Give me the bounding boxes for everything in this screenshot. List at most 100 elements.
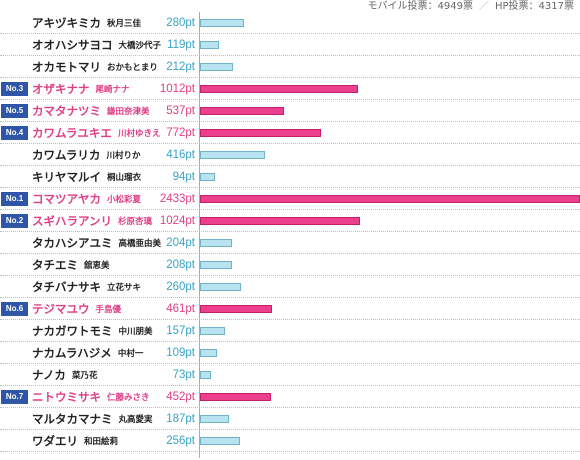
name-kanji: 立花サキ bbox=[107, 283, 142, 293]
ranking-row: No.2 スギハラアンリ 杉原杏璃 1024pt bbox=[0, 210, 580, 232]
name-kanji: 仁藤みさき bbox=[107, 393, 150, 403]
name-katakana: ナカムラハジメ 中村一 bbox=[32, 345, 143, 362]
name-kanji: 中村一 bbox=[117, 349, 144, 359]
points-bar bbox=[200, 85, 358, 93]
name-katakana: オオハシサヨコ 大橋沙代子 bbox=[32, 37, 161, 54]
points-value: 416pt bbox=[166, 149, 195, 161]
ranking-row: No.1 コマツアヤカ 小松彩夏 2433pt bbox=[0, 188, 580, 210]
name-katakana: アキヅキミカ 秋月三佳 bbox=[32, 15, 141, 32]
points-bar bbox=[200, 195, 580, 203]
points-value: 157pt bbox=[166, 325, 195, 337]
name-katakana: タチエミ 舘恵美 bbox=[32, 257, 110, 274]
points-value: 280pt bbox=[166, 17, 195, 29]
ranking-row: タカハシアユミ 高橋亜由美 204pt bbox=[0, 232, 580, 254]
rank-badge: No.2 bbox=[1, 214, 28, 228]
ranking-row: No.6 テジマユウ 手島優 461pt bbox=[0, 298, 580, 320]
points-value: 256pt bbox=[166, 435, 195, 447]
points-bar bbox=[200, 437, 240, 445]
name-katakana: ワダエリ 和田絵莉 bbox=[32, 433, 118, 450]
name-katakana-text: タチエミ bbox=[32, 258, 78, 272]
vote-summary: モバイル投票：4949票 ／ HP投票：4317票 bbox=[368, 0, 574, 14]
ranking-row: No.4 カワムラユキエ 川村ゆきえ 772pt bbox=[0, 122, 580, 144]
name-katakana-text: コマツアヤカ bbox=[32, 192, 101, 206]
rank-badge: No.5 bbox=[1, 104, 28, 118]
name-katakana-text: スギハラアンリ bbox=[32, 214, 113, 228]
rank-badge: No.7 bbox=[1, 390, 28, 404]
rank-badge: No.6 bbox=[1, 302, 28, 316]
separator: ／ bbox=[479, 1, 489, 12]
ranking-row: キリヤマルイ 桐山瑠衣 94pt bbox=[0, 166, 580, 188]
name-katakana: テジマユウ 手島優 bbox=[32, 301, 121, 318]
ranking-row: カワムラリカ 川村りか 416pt bbox=[0, 144, 580, 166]
name-kanji: 舘恵美 bbox=[84, 261, 110, 271]
points-bar bbox=[200, 283, 241, 291]
name-katakana-text: ナノカ bbox=[32, 368, 66, 382]
name-katakana-text: マルタカマナミ bbox=[32, 412, 113, 426]
name-katakana-text: アキヅキミカ bbox=[32, 16, 101, 30]
name-katakana-text: タカハシアユミ bbox=[32, 236, 113, 250]
points-value: 2433pt bbox=[159, 193, 195, 205]
name-katakana-text: ワダエリ bbox=[32, 434, 78, 448]
points-bar bbox=[200, 63, 233, 71]
points-value: 537pt bbox=[166, 105, 195, 117]
points-value: 119pt bbox=[167, 39, 195, 51]
points-bar bbox=[200, 151, 265, 159]
points-value: 461pt bbox=[166, 303, 195, 315]
name-kanji: 鎌田奈津美 bbox=[107, 107, 150, 117]
points-bar bbox=[200, 239, 232, 247]
rank-badge: No.4 bbox=[1, 126, 28, 140]
points-bar bbox=[200, 217, 360, 225]
ranking-row: ナカムラハジメ 中村一 109pt bbox=[0, 342, 580, 364]
name-kanji: 大橋沙代子 bbox=[118, 41, 162, 51]
name-katakana: ナノカ 菜乃花 bbox=[32, 367, 97, 384]
ranking-row: No.7 ニトウミサキ 仁藤みさき 452pt bbox=[0, 386, 580, 408]
points-value: 772pt bbox=[166, 127, 195, 139]
name-katakana-text: テジマユウ bbox=[32, 302, 90, 316]
points-bar bbox=[200, 129, 321, 137]
ranking-row: タチエミ 舘恵美 208pt bbox=[0, 254, 580, 276]
name-kanji: 秋月三佳 bbox=[107, 19, 142, 29]
points-value: 1024pt bbox=[159, 215, 195, 227]
points-value: 204pt bbox=[166, 237, 195, 249]
ranking-list: アキヅキミカ 秋月三佳 280pt オオハシサヨコ 大橋沙代子 119pt オカモトマリ おか… bbox=[0, 12, 580, 452]
name-katakana-text: オザキナナ bbox=[32, 82, 90, 96]
name-katakana: オカモトマリ おかもとまり bbox=[32, 59, 158, 76]
ranking-row: ナカガワトモミ 中川朋美 157pt bbox=[0, 320, 580, 342]
name-kanji: おかもとまり bbox=[107, 63, 158, 73]
name-kanji: 川村ゆきえ bbox=[117, 129, 161, 139]
name-katakana: オザキナナ 尾崎ナナ bbox=[32, 81, 130, 98]
ranking-row: アキヅキミカ 秋月三佳 280pt bbox=[0, 12, 580, 34]
name-kanji: 尾崎ナナ bbox=[95, 85, 130, 95]
points-bar bbox=[200, 107, 284, 115]
points-value: 187pt bbox=[166, 413, 195, 425]
ranking-row: マルタカマナミ 丸高愛実 187pt bbox=[0, 408, 580, 430]
ranking-row: No.3 オザキナナ 尾崎ナナ 1012pt bbox=[0, 78, 580, 100]
name-katakana: ニトウミサキ 仁藤みさき bbox=[32, 389, 150, 406]
name-kanji: 丸高愛実 bbox=[118, 415, 153, 425]
hp-vote-count: HP投票：4317票 bbox=[495, 1, 574, 12]
name-katakana: マルタカマナミ 丸高愛実 bbox=[32, 411, 153, 428]
rank-badge: No.1 bbox=[1, 192, 28, 206]
name-kanji: 小松彩夏 bbox=[107, 195, 142, 205]
points-value: 208pt bbox=[166, 259, 195, 271]
name-katakana-text: ナカガワトモミ bbox=[32, 324, 113, 338]
points-value: 260pt bbox=[166, 281, 195, 293]
points-value: 212pt bbox=[166, 61, 195, 73]
name-katakana: タチバナサキ 立花サキ bbox=[32, 279, 141, 296]
name-kanji: 手島優 bbox=[95, 305, 122, 315]
name-katakana-text: ニトウミサキ bbox=[32, 390, 101, 404]
points-bar bbox=[200, 327, 225, 335]
name-katakana-text: オカモトマリ bbox=[32, 60, 101, 74]
points-bar bbox=[200, 371, 211, 379]
name-katakana: コマツアヤカ 小松彩夏 bbox=[32, 191, 141, 208]
name-kanji: 中川朋美 bbox=[118, 327, 153, 337]
name-katakana-text: オオハシサヨコ bbox=[32, 38, 113, 52]
name-kanji: 川村りか bbox=[106, 151, 141, 161]
ranking-row: ナノカ 菜乃花 73pt bbox=[0, 364, 580, 386]
points-value: 1012pt bbox=[159, 83, 195, 95]
points-bar bbox=[200, 393, 271, 401]
name-katakana: カワムラユキエ 川村ゆきえ bbox=[32, 125, 160, 142]
name-katakana-text: カワムラリカ bbox=[32, 148, 101, 162]
ranking-row: No.5 カマタナツミ 鎌田奈津美 537pt bbox=[0, 100, 580, 122]
mobile-vote-count: モバイル投票：4949票 bbox=[367, 1, 473, 12]
